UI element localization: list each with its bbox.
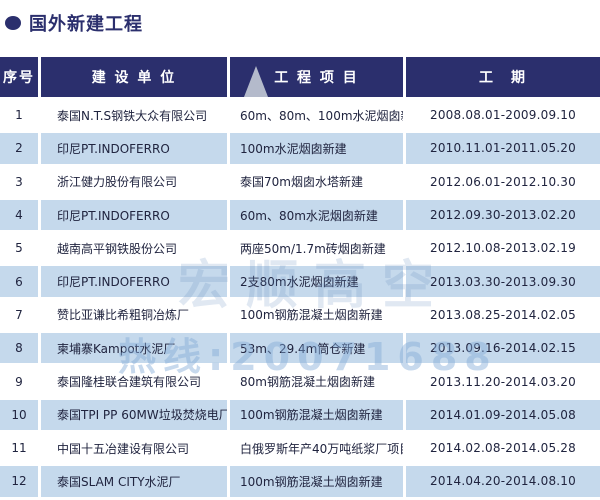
cell-project: 100m钢筋混凝土烟囱新建: [230, 466, 403, 497]
header-serial-number: 序号: [0, 57, 38, 97]
cell-period: 2010.11.01-2011.05.20: [406, 133, 600, 164]
cell-company: 中国十五冶建设有限公司: [41, 432, 227, 464]
cell-serial-number: 8: [0, 333, 38, 364]
header-project: 工 程 项 目: [230, 57, 403, 97]
cell-period: 2012.10.08-2013.02.19: [406, 233, 600, 264]
cell-project: 两座50m/1.7m砖烟囱新建: [230, 233, 403, 264]
cell-serial-number: 2: [0, 133, 38, 164]
cell-period: 2012.09.30-2013.02.20: [406, 199, 600, 231]
cell-period: 2008.08.01-2009.09.10: [406, 100, 600, 131]
cell-company: 泰国N.T.S钢铁大众有限公司: [41, 100, 227, 131]
bullet-icon: [5, 16, 21, 30]
cell-period: 2013.03.30-2013.09.30: [406, 266, 600, 297]
cell-project: 100m钢筋混凝土烟囱新建: [230, 399, 403, 430]
cell-company: 泰国隆桂联合建筑有限公司: [41, 366, 227, 397]
cell-company: 赞比亚谦比希粗铜冶炼厂: [41, 299, 227, 331]
cell-period: 2013.08.25-2014.02.05: [406, 299, 600, 331]
cell-period: 2014.02.08-2014.05.28: [406, 432, 600, 464]
section-title-bar: 国外新建工程: [5, 10, 143, 36]
cell-serial-number: 9: [0, 366, 38, 397]
cell-period: 2013.09.16-2014.02.15: [406, 333, 600, 364]
cell-company: 印尼PT.INDOFERRO: [41, 266, 227, 297]
cell-project: 白俄罗斯年产40万吨纸浆厂项目60m烟囱新建: [230, 432, 403, 464]
cell-company: 印尼PT.INDOFERRO: [41, 199, 227, 231]
cell-project: 53m、29.4m筒仓新建: [230, 333, 403, 364]
cell-company: 越南高平钢铁股份公司: [41, 233, 227, 264]
cell-serial-number: 6: [0, 266, 38, 297]
cell-project: 100m水泥烟囱新建: [230, 133, 403, 164]
cell-period: 2012.06.01-2012.10.30: [406, 166, 600, 197]
cell-company: 印尼PT.INDOFERRO: [41, 133, 227, 164]
cell-serial-number: 3: [0, 166, 38, 197]
cell-serial-number: 1: [0, 100, 38, 131]
cell-serial-number: 11: [0, 432, 38, 464]
cell-company: 柬埔寨Kampot水泥厂: [41, 333, 227, 364]
cell-serial-number: 5: [0, 233, 38, 264]
cell-serial-number: 7: [0, 299, 38, 331]
cell-project: 80m钢筋混凝土烟囱新建: [230, 366, 403, 397]
cell-project: 2支80m水泥烟囱新建: [230, 266, 403, 297]
cell-serial-number: 12: [0, 466, 38, 497]
header-period: 工 期: [406, 57, 600, 97]
cell-company: 浙江健力股份有限公司: [41, 166, 227, 197]
cell-serial-number: 4: [0, 199, 38, 231]
cell-period: 2014.04.20-2014.08.10: [406, 466, 600, 497]
header-construction-unit: 建 设 单 位: [41, 57, 227, 97]
cell-project: 100m钢筋混凝土烟囱新建: [230, 299, 403, 331]
projects-table: 序号 建 设 单 位 工 程 项 目 工 期 1 泰国N.T.S钢铁大众有限公司 6…: [0, 57, 600, 497]
cell-project: 泰国70m烟囱水塔新建: [230, 166, 403, 197]
cell-project: 60m、80m水泥烟囱新建: [230, 199, 403, 231]
cell-project: 60m、80m、100m水泥烟囱新建: [230, 100, 403, 131]
cell-company: 泰国SLAM CITY水泥厂: [41, 466, 227, 497]
cell-period: 2014.01.09-2014.05.08: [406, 399, 600, 430]
cell-company: 泰国TPI PP 60MW垃圾焚烧电厂: [41, 399, 227, 430]
page-title: 国外新建工程: [29, 14, 143, 35]
cell-serial-number: 10: [0, 399, 38, 430]
cell-period: 2013.11.20-2014.03.20: [406, 366, 600, 397]
